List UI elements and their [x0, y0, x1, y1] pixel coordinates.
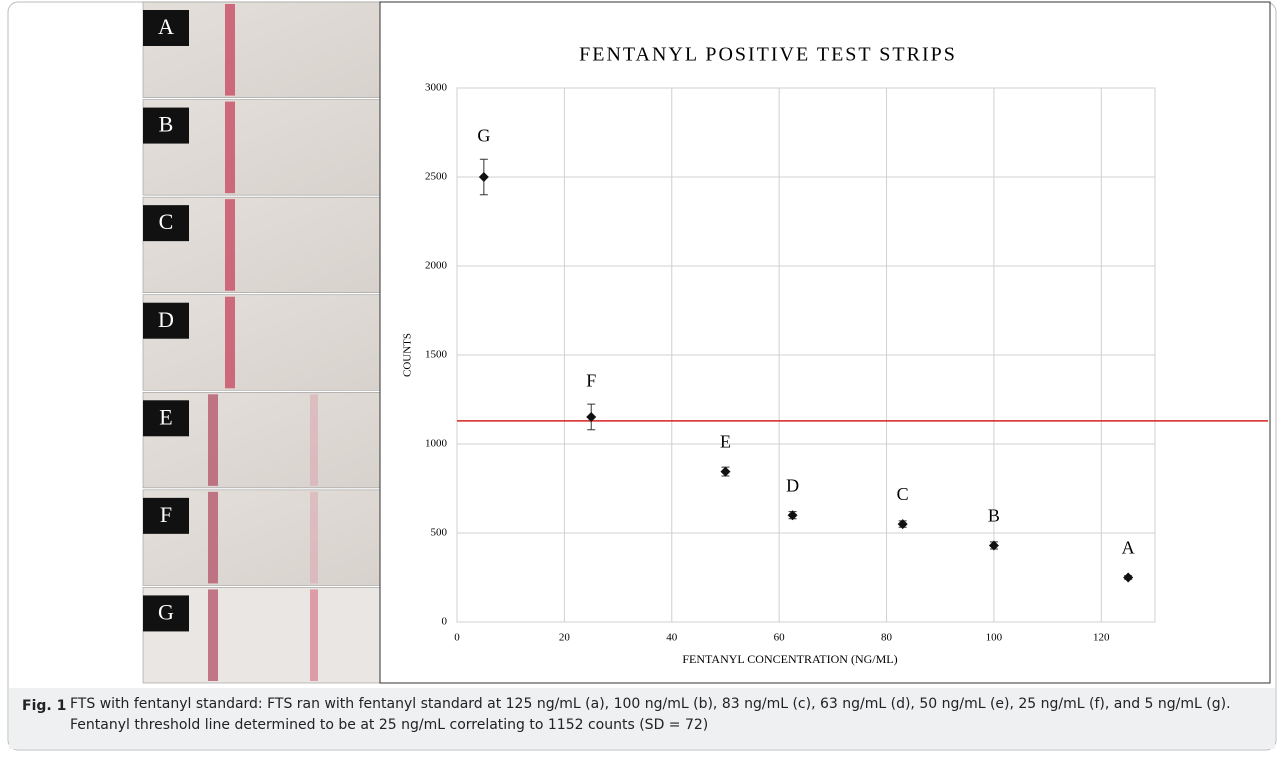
x-tick-label: 40: [666, 632, 678, 644]
chart-title: FENTANYL POSITIVE TEST STRIPS: [579, 44, 957, 66]
strip-band: [310, 589, 318, 681]
point-label: A: [1122, 538, 1135, 558]
y-axis-label: COUNTS: [402, 333, 414, 377]
caption: FTS with fentanyl standard: FTS ran with…: [70, 694, 1270, 748]
strip-label: C: [159, 209, 174, 234]
strip-band: [225, 199, 235, 291]
strip-band: [310, 492, 318, 584]
x-tick-label: 20: [559, 632, 571, 644]
x-tick-label: 120: [1093, 632, 1110, 644]
y-tick-label: 3000: [425, 82, 448, 94]
strip-band: [225, 102, 235, 194]
strips-photo: A B C D E F G: [143, 2, 380, 683]
x-tick-label: 80: [881, 632, 893, 644]
x-tick-label: 100: [986, 632, 1003, 644]
y-tick-label: 0: [442, 616, 448, 628]
y-tick-label: 2500: [425, 171, 448, 183]
strip-band: [208, 394, 218, 486]
strip-band: [310, 394, 318, 486]
y-tick-label: 1000: [425, 438, 448, 450]
point-label: C: [897, 484, 909, 504]
strip-band: [225, 4, 235, 96]
strip-label: D: [158, 307, 174, 332]
point-label: G: [477, 125, 490, 145]
x-tick-label: 60: [774, 632, 786, 644]
strip-label: B: [159, 112, 174, 137]
y-tick-label: 500: [431, 527, 448, 539]
y-tick-label: 2000: [425, 260, 448, 272]
strip-label: E: [159, 404, 172, 429]
strip-band: [208, 492, 218, 584]
point-label: D: [786, 475, 799, 495]
point-label: F: [586, 370, 596, 390]
x-tick-label: 0: [454, 632, 460, 644]
strip-band: [225, 297, 235, 389]
x-axis-label: FENTANYL CONCENTRATION (NG/ML): [682, 652, 897, 666]
point-label: B: [988, 506, 1000, 526]
caption-text: FTS with fentanyl standard: FTS ran with…: [70, 694, 1270, 736]
y-tick-label: 1500: [425, 349, 448, 361]
strip-band: [208, 589, 218, 681]
figure: A B C D E F G FENTANYL POSITIVE TEST STRIPS CO…: [0, 0, 1284, 753]
strip-label: A: [158, 14, 174, 39]
chart-box: [380, 2, 1270, 683]
caption-label: Fig. 1: [22, 698, 66, 714]
strip-label: G: [158, 599, 174, 624]
point-label: E: [720, 432, 731, 452]
strip-label: F: [160, 502, 172, 527]
